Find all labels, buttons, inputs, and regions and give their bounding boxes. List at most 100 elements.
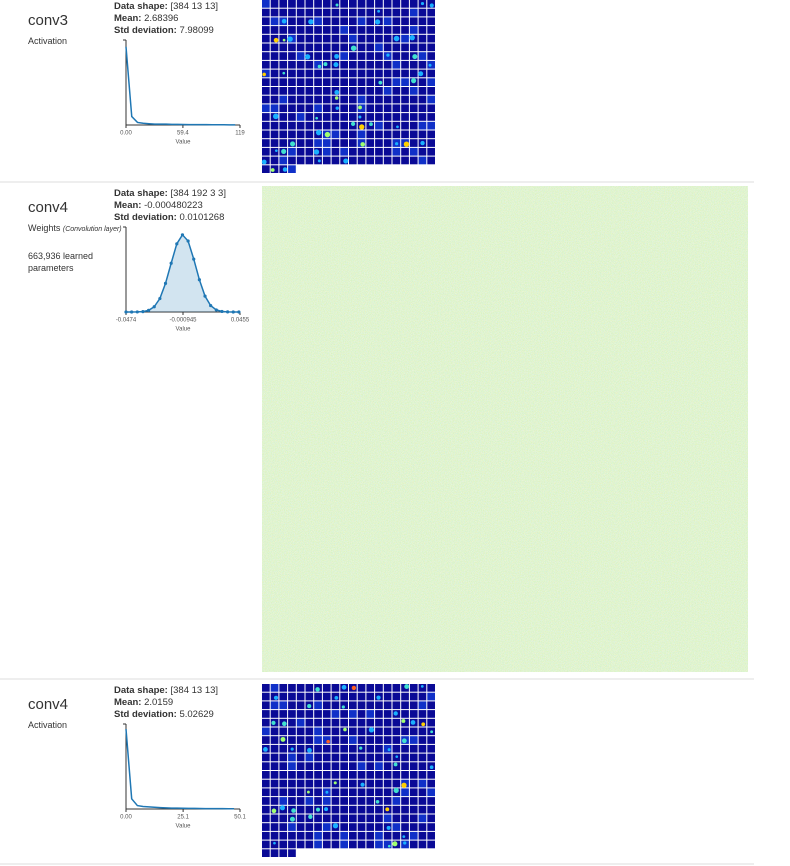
x-tick-label: 50.1	[234, 815, 246, 821]
tile-spot	[376, 695, 381, 700]
tile	[427, 753, 435, 762]
tile	[409, 736, 418, 744]
tile	[427, 87, 435, 95]
tile-spot	[377, 9, 381, 13]
tile-spot	[273, 113, 279, 120]
tile	[279, 95, 288, 104]
tile	[296, 34, 305, 43]
tile	[296, 26, 305, 34]
tile	[349, 736, 357, 744]
tile	[409, 69, 418, 78]
tile	[296, 823, 305, 831]
tile	[288, 156, 296, 165]
tile	[357, 762, 366, 770]
tile-spot	[387, 748, 391, 752]
tile	[383, 156, 392, 165]
tile-spot	[317, 64, 322, 69]
tile	[357, 156, 366, 165]
tile	[401, 52, 409, 60]
stat: Data shape: [384 192 3 3]	[114, 188, 226, 199]
tile	[322, 718, 331, 727]
layer-type: Activation	[28, 720, 67, 730]
tile	[288, 788, 296, 797]
tile	[296, 692, 305, 701]
tile	[279, 34, 288, 43]
tile	[288, 684, 296, 692]
tile	[366, 831, 375, 840]
tile	[383, 95, 392, 104]
tile	[331, 797, 340, 805]
tile	[401, 701, 409, 710]
tile-spot	[403, 841, 407, 845]
tile-spot	[282, 71, 286, 75]
tile	[314, 753, 322, 762]
tile	[383, 771, 392, 779]
tile	[418, 727, 427, 736]
tile	[418, 797, 427, 805]
params-line: parameters	[28, 263, 74, 273]
tile-spot	[393, 787, 399, 794]
tile	[340, 26, 348, 34]
tile	[340, 840, 348, 849]
tile	[340, 95, 348, 104]
tile	[296, 130, 305, 139]
tile	[340, 60, 348, 69]
tile	[409, 121, 418, 130]
tile	[366, 8, 375, 17]
tile	[392, 823, 401, 831]
tile	[401, 788, 409, 797]
tile	[366, 805, 375, 814]
tile	[340, 52, 348, 60]
tile	[418, 736, 427, 744]
tile	[270, 78, 279, 86]
tile	[409, 788, 418, 797]
tile	[427, 113, 435, 121]
stat-label: Mean:	[114, 13, 141, 24]
tile	[296, 771, 305, 779]
tile	[270, 788, 279, 797]
tile	[366, 78, 375, 86]
tile	[383, 130, 392, 139]
tile	[279, 823, 288, 831]
tile	[366, 762, 375, 770]
tile	[383, 736, 392, 744]
tile	[270, 130, 279, 139]
tile	[305, 684, 314, 692]
tile	[383, 727, 392, 736]
tile-spot	[332, 823, 339, 829]
hist-point	[180, 233, 185, 237]
tile	[322, 744, 331, 753]
tile	[288, 797, 296, 805]
tile	[331, 78, 340, 86]
tile-spot	[307, 704, 312, 709]
tile	[427, 95, 435, 104]
tile-spot	[341, 684, 347, 690]
tile	[331, 26, 340, 34]
tile	[279, 831, 288, 840]
tile	[409, 814, 418, 823]
tile	[427, 43, 435, 52]
tile	[322, 78, 331, 86]
hist-line	[125, 729, 235, 810]
tile	[401, 831, 409, 840]
tile	[305, 147, 314, 156]
layer-type-text: Weights	[28, 223, 61, 233]
tile	[418, 104, 427, 113]
tile	[305, 718, 314, 727]
tile	[270, 744, 279, 753]
tile	[383, 814, 392, 823]
tile-spot	[313, 149, 320, 155]
tile	[279, 0, 288, 8]
tile	[418, 156, 427, 165]
tile	[366, 753, 375, 762]
tile	[401, 692, 409, 701]
tile	[322, 840, 331, 849]
hist-point	[237, 310, 241, 314]
tile	[409, 43, 418, 52]
tile	[375, 147, 383, 156]
hist-point	[186, 239, 190, 243]
tile	[262, 87, 270, 95]
tile-spot	[410, 720, 416, 725]
tile-spot	[358, 115, 362, 119]
tile	[340, 104, 348, 113]
